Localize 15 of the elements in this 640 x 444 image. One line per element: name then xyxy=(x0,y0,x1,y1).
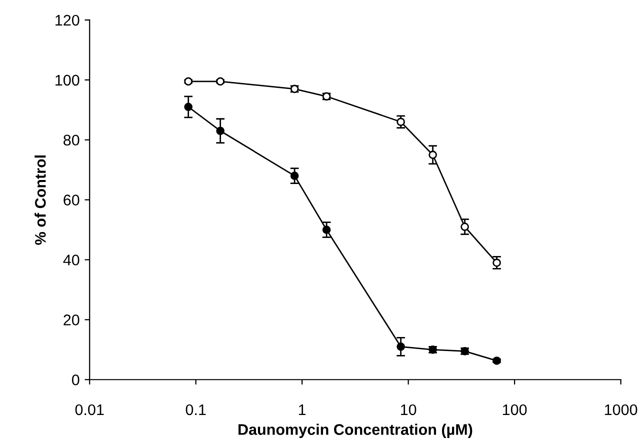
x-tick-label: 0.01 xyxy=(75,404,104,416)
x-axis-title: Daunomycin Concentration (µM) xyxy=(238,424,472,438)
x-tick-label: 1000 xyxy=(604,404,638,416)
y-tick-label: 0 xyxy=(72,374,80,386)
y-tick-label: 120 xyxy=(56,14,80,26)
y-tick-label: 100 xyxy=(56,74,80,86)
x-tick-label: 1 xyxy=(298,404,306,415)
x-tick-label: 0.1 xyxy=(186,404,206,416)
y-tick-label: 60 xyxy=(64,194,80,206)
x-tick-label: 100 xyxy=(502,404,527,416)
y-axis-title: % of Control xyxy=(34,155,46,245)
x-tick-label: 10 xyxy=(400,404,416,416)
y-tick-label: 20 xyxy=(64,314,80,326)
y-tick-label: 80 xyxy=(64,134,80,146)
y-tick-label: 40 xyxy=(63,254,80,266)
